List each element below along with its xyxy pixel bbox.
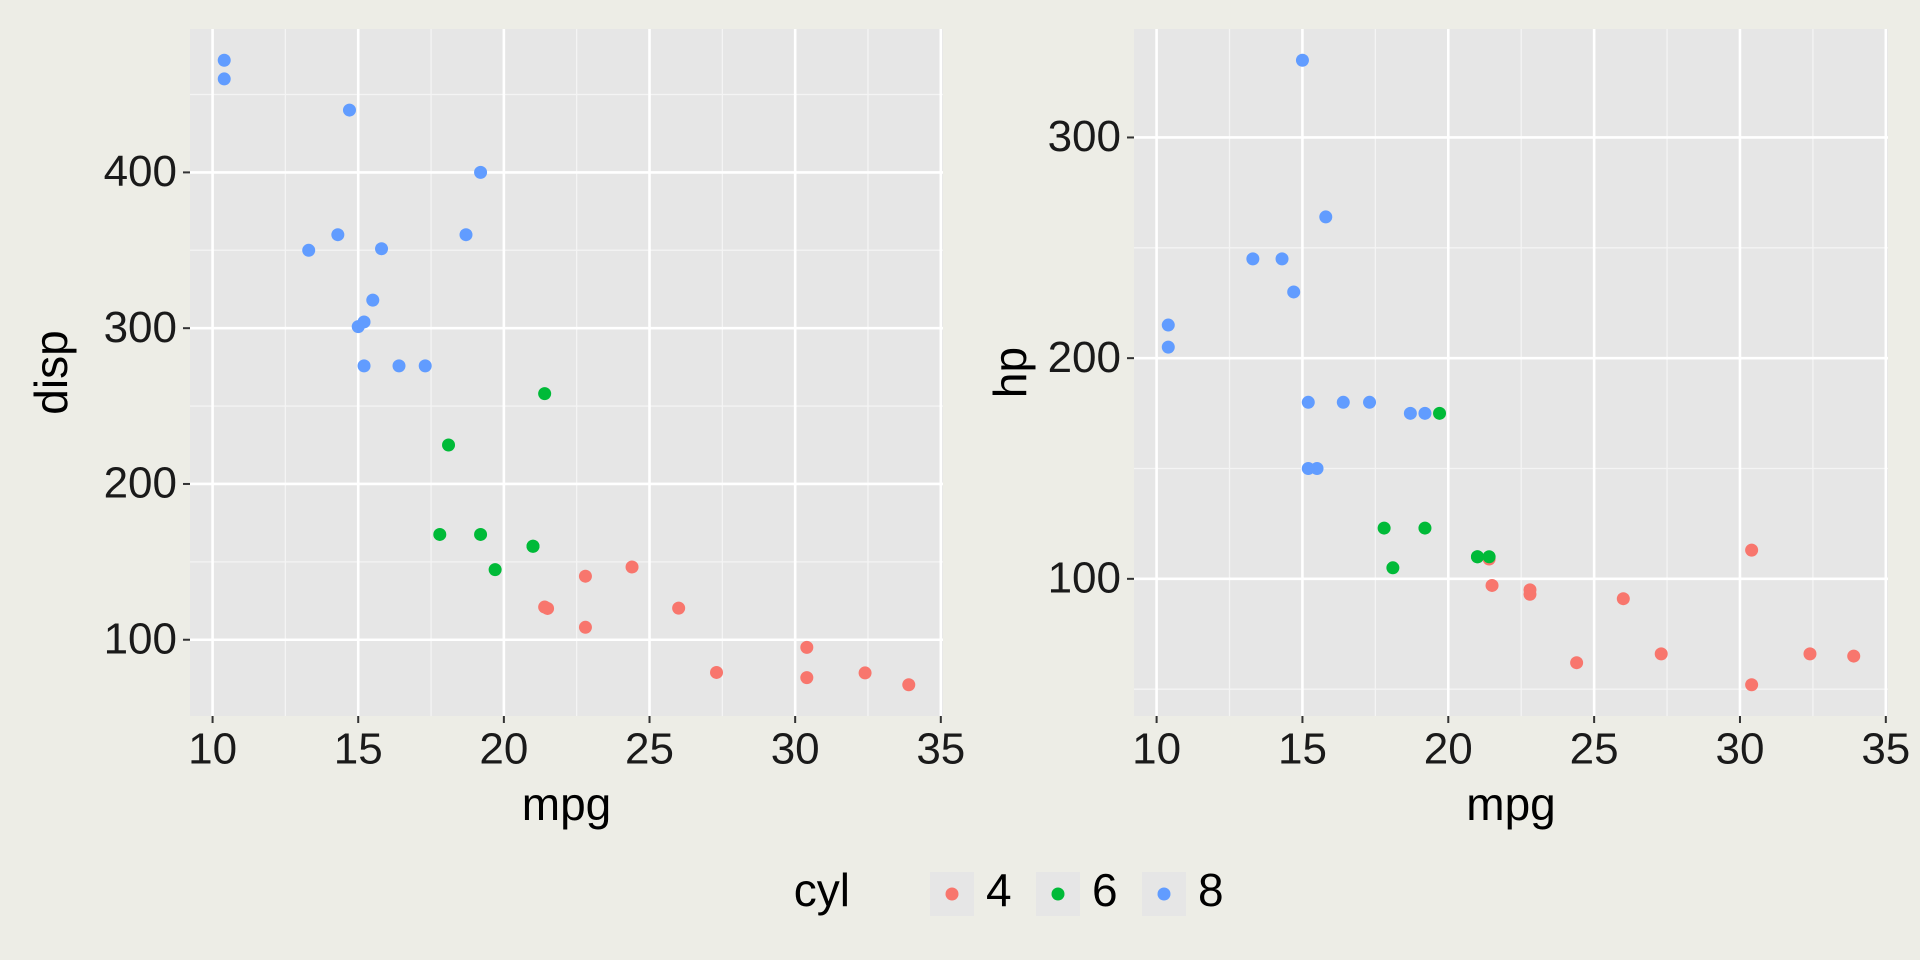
point [625,560,639,574]
x-tick-label: 25 [625,725,674,774]
x-tick-label: 25 [1570,725,1619,774]
point [302,243,316,257]
point [366,293,380,307]
point [1301,461,1315,475]
x-tick-label: 30 [771,725,820,774]
legend-label: 4 [986,864,1012,916]
y-tick-label: 100 [1048,553,1121,602]
point [800,671,814,685]
legend-marker [945,887,959,901]
point [578,569,592,583]
legend-label: 8 [1198,864,1224,916]
legend-title: cyl [794,864,850,916]
x-tick-label: 30 [1715,725,1764,774]
point [538,600,552,614]
point [1246,252,1260,266]
legend-label: 6 [1092,864,1118,916]
point [902,678,916,692]
point [1803,647,1817,661]
point [1377,521,1391,535]
point [217,72,231,86]
point [1433,406,1447,420]
point [1570,656,1584,670]
point [1319,210,1333,224]
point [392,359,406,373]
y-tick-label: 200 [104,459,177,508]
y-axis-title: hp [984,347,1036,398]
point [1275,252,1289,266]
point [858,666,872,680]
point [1161,318,1175,332]
point [578,620,592,634]
point [1287,285,1301,299]
panel-background [1134,29,1888,716]
point [710,665,724,679]
point [1301,395,1315,409]
x-tick-label: 15 [334,725,383,774]
point [1485,578,1499,592]
x-tick-label: 20 [479,725,528,774]
point [474,165,488,179]
x-tick-label: 20 [1424,725,1473,774]
point [1363,395,1377,409]
x-tick-label: 35 [916,725,965,774]
legend-marker [1051,887,1065,901]
panel-background [190,29,943,716]
point [1418,521,1432,535]
y-tick-label: 200 [1048,333,1121,382]
y-tick-label: 300 [104,303,177,352]
point [433,527,447,541]
x-tick-label: 35 [1861,725,1910,774]
point [1654,647,1668,661]
point [538,387,552,401]
point [672,601,686,615]
point [1745,678,1759,692]
point [1336,395,1350,409]
point [1418,406,1432,420]
x-axis-title: mpg [522,778,611,830]
point [217,53,231,67]
y-tick-label: 400 [104,147,177,196]
point [1386,561,1400,575]
legend-marker [1157,887,1171,901]
x-tick-label: 10 [188,725,237,774]
x-tick-label: 15 [1278,725,1327,774]
x-axis-title: mpg [1466,778,1555,830]
point [331,228,345,242]
point [418,359,432,373]
point [474,527,488,541]
x-tick-label: 10 [1132,725,1181,774]
point [1482,550,1496,564]
point [342,103,356,117]
point [357,359,371,373]
point [351,320,365,334]
y-tick-label: 300 [1048,112,1121,161]
point [1403,406,1417,420]
point [1523,583,1537,597]
point [488,563,502,577]
point [1745,543,1759,557]
y-axis-title: disp [25,330,77,414]
point [459,228,473,242]
point [1847,649,1861,663]
point [442,438,456,452]
point [800,640,814,654]
point [526,539,540,553]
point [1616,592,1630,606]
point [1161,340,1175,354]
point [375,242,389,256]
point [1470,550,1484,564]
y-tick-label: 100 [104,614,177,663]
point [1295,53,1309,67]
